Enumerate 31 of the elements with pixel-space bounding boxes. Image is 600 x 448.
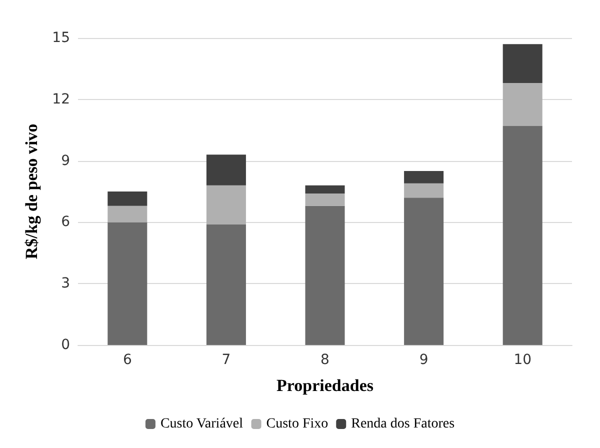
y-tick-label: 15 (52, 30, 70, 46)
x-axis-title: Propriedades (276, 376, 374, 395)
x-tick-label: 6 (122, 352, 132, 368)
bar (404, 171, 444, 184)
bar (206, 224, 246, 345)
y-tick-label: 3 (61, 276, 70, 292)
x-tick-label: 9 (419, 352, 428, 368)
bar (108, 222, 148, 345)
legend-label: Renda dos Fatores (351, 416, 455, 432)
x-tick-label: 8 (320, 352, 330, 368)
legend-label: Custo Variável (160, 416, 244, 432)
y-tick-label: 12 (52, 91, 70, 108)
bar (305, 194, 345, 206)
bar (404, 183, 444, 198)
y-tick-label: 9 (61, 152, 70, 169)
bar (206, 154, 246, 186)
bar (108, 192, 148, 206)
bar (502, 83, 542, 126)
legend-label: Custo Fixo (266, 416, 328, 432)
bar (108, 206, 148, 222)
bar (305, 185, 345, 194)
y-axis-title: R$/kg de peso vivo (22, 124, 41, 260)
bar (305, 206, 345, 345)
bar (502, 126, 542, 345)
bar (206, 185, 246, 224)
bar (404, 198, 444, 345)
x-tick-label: 10 (514, 352, 532, 368)
bar (502, 44, 542, 84)
y-tick-label: 6 (61, 214, 70, 230)
y-tick-label: 0 (61, 337, 70, 353)
x-tick-label: 7 (222, 352, 231, 368)
